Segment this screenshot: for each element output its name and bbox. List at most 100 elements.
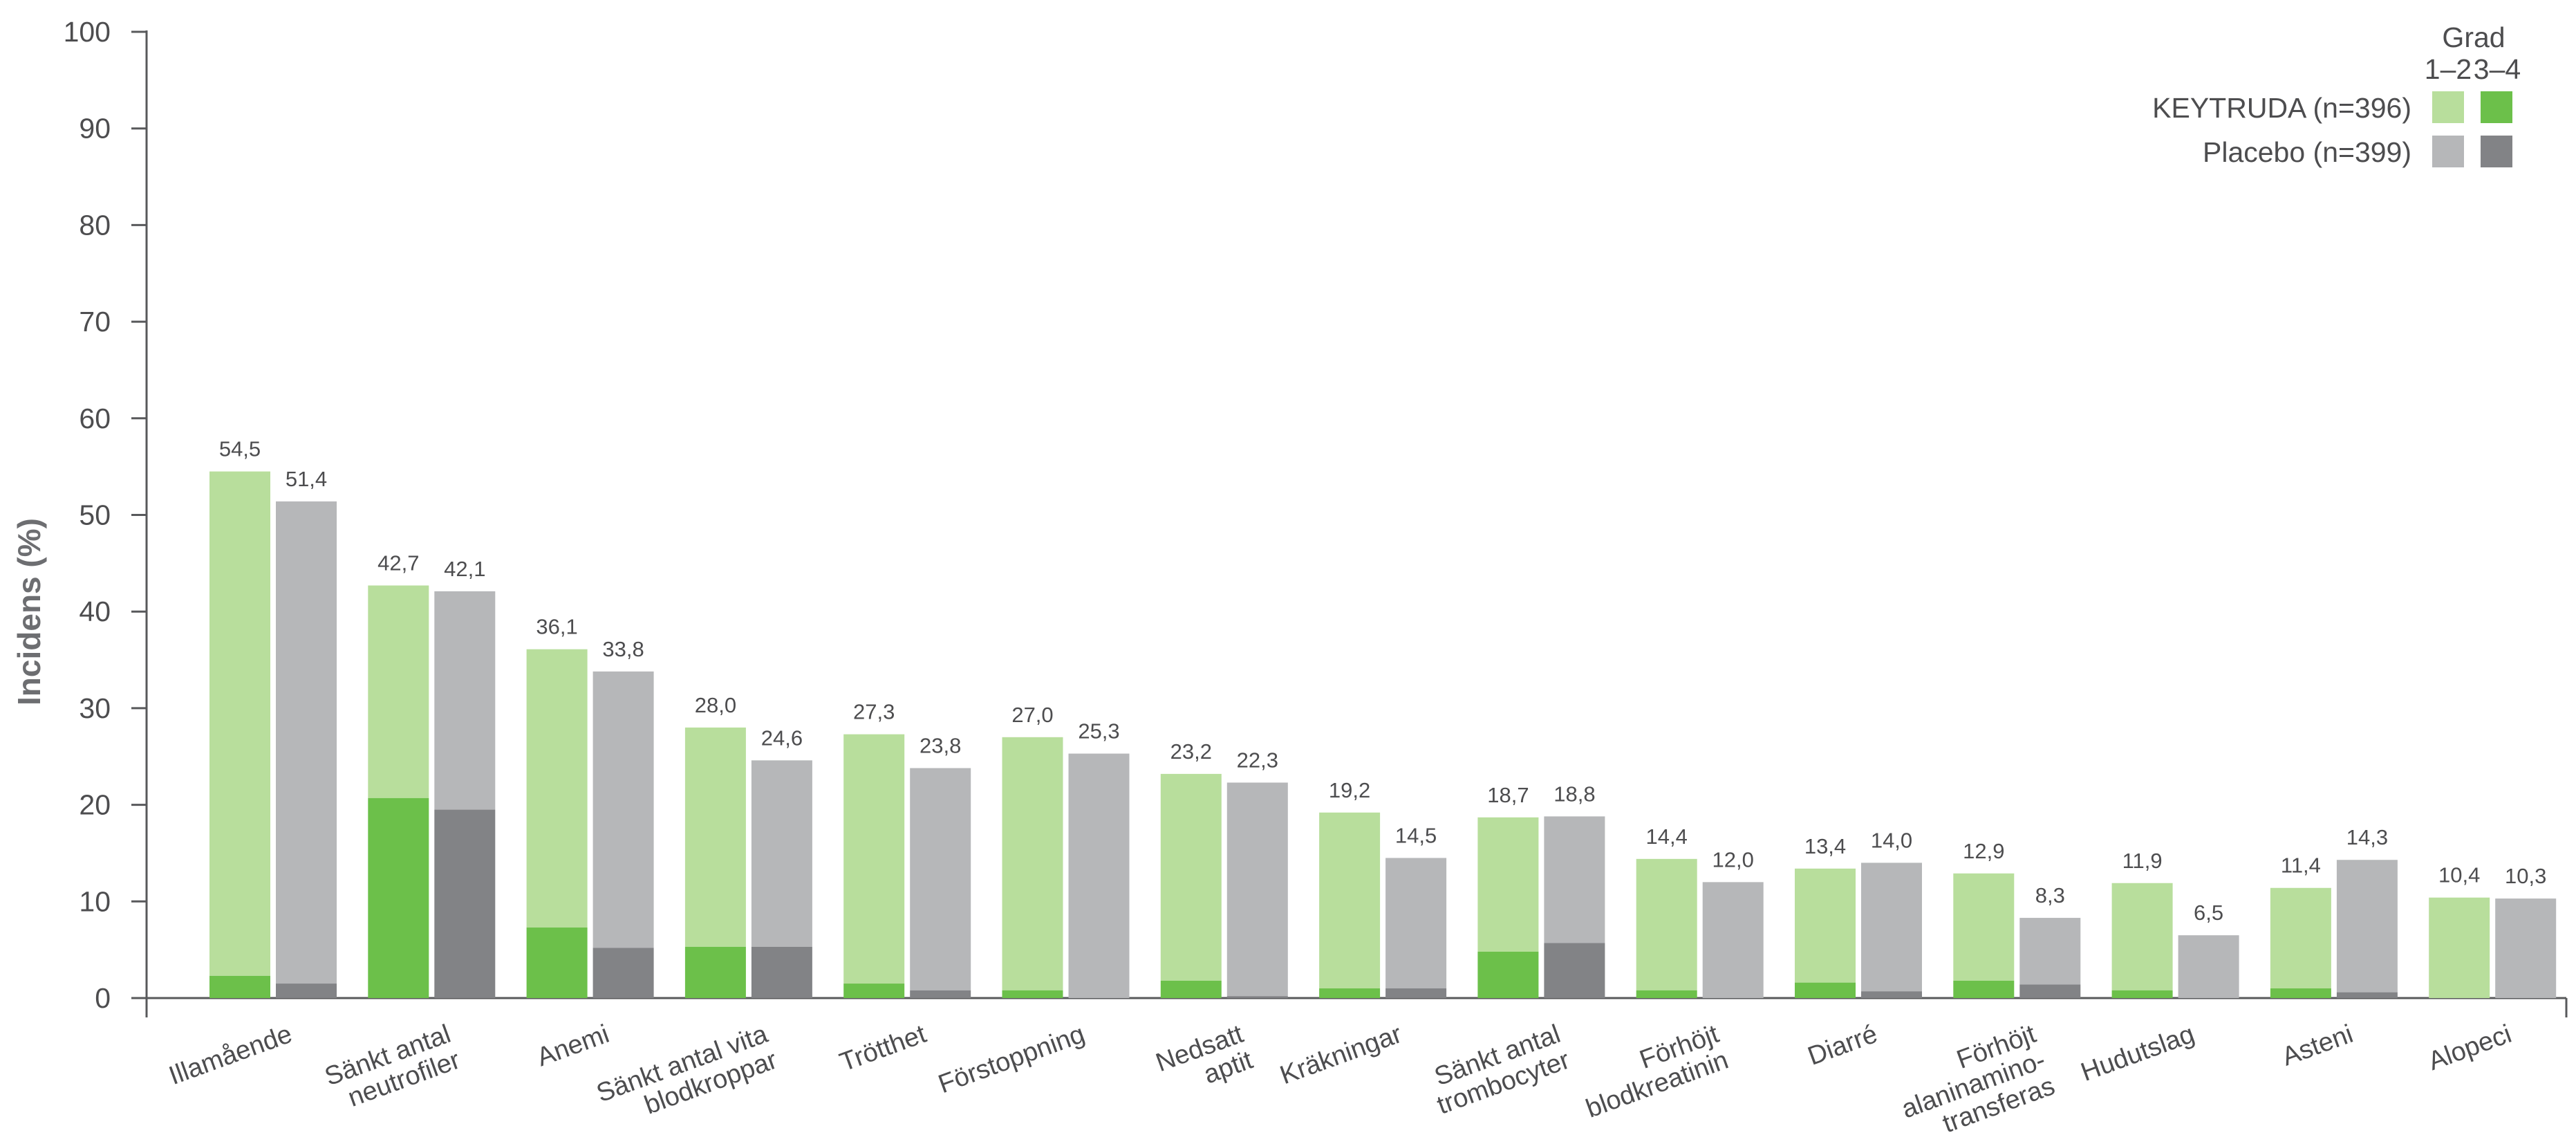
legend-swatch-placebo-grade-1-2 xyxy=(2432,136,2464,167)
data-label-keytruda: 10,4 xyxy=(2438,863,2480,887)
data-label-placebo: 18,8 xyxy=(1553,782,1595,806)
bar-placebo-grade-1-2 xyxy=(2495,898,2557,998)
bar-keytruda-grade-3-4 xyxy=(2111,990,2173,998)
data-label-keytruda: 12,9 xyxy=(1963,839,2004,863)
data-label-placebo: 14,0 xyxy=(1871,828,1912,852)
bar-placebo-grade-3-4 xyxy=(2019,984,2081,998)
bar-placebo-grade-1-2 xyxy=(1226,782,1288,997)
legend-label-keytruda: KEYTRUDA (n=396) xyxy=(2152,92,2411,124)
data-label-keytruda: 19,2 xyxy=(1329,778,1370,802)
data-label-keytruda: 14,4 xyxy=(1646,824,1688,849)
data-label-placebo: 8,3 xyxy=(2035,883,2065,907)
bar-keytruda-grade-3-4 xyxy=(526,928,588,998)
bar-placebo-grade-1-2 xyxy=(2019,918,2081,985)
x-category-label: Sänkt antalneutrofiler xyxy=(321,1020,464,1118)
x-category-label-line: Alopeci xyxy=(2425,1020,2515,1076)
bar-placebo-grade-3-4 xyxy=(1226,996,1288,998)
data-label-placebo: 42,1 xyxy=(444,557,485,581)
bar-placebo-grade-3-4 xyxy=(592,948,654,998)
bar-keytruda-grade-1-2 xyxy=(1160,773,1222,981)
bar-keytruda-grade-1-2 xyxy=(2111,883,2173,990)
bar-placebo-grade-3-4 xyxy=(1544,943,1605,998)
bar-placebo-grade-1-2 xyxy=(1544,816,1605,943)
bar-placebo-grade-3-4 xyxy=(1385,988,1447,998)
bar-keytruda-grade-3-4 xyxy=(368,797,429,998)
bar-placebo-grade-1-2 xyxy=(910,768,971,990)
data-label-placebo: 33,8 xyxy=(602,637,644,661)
bar-placebo-grade-3-4 xyxy=(751,946,812,998)
data-label-keytruda: 54,5 xyxy=(219,437,261,461)
bar-placebo-grade-3-4 xyxy=(434,809,496,998)
data-label-placebo: 23,8 xyxy=(920,734,961,758)
bar-placebo-grade-3-4 xyxy=(2336,992,2398,998)
x-category-label: Förstoppning xyxy=(935,1020,1089,1099)
x-category-label: Asteni xyxy=(2278,1020,2357,1072)
bar-keytruda-grade-3-4 xyxy=(1636,990,1697,998)
legend-column-label: 1–2 xyxy=(2425,53,2472,85)
bar-keytruda-grade-3-4 xyxy=(1002,990,1063,998)
data-label-keytruda: 13,4 xyxy=(1804,834,1846,858)
legend-swatch-keytruda-grade-3-4 xyxy=(2481,91,2512,123)
x-category-label: Alopeci xyxy=(2425,1020,2515,1076)
bar-keytruda-grade-1-2 xyxy=(843,734,905,984)
bar-keytruda-grade-1-2 xyxy=(1319,812,1381,989)
data-label-keytruda: 27,3 xyxy=(853,700,895,724)
y-tick-label: 20 xyxy=(79,789,111,821)
bar-placebo-grade-3-4 xyxy=(1861,991,1922,998)
bar-keytruda-grade-3-4 xyxy=(1477,951,1539,998)
bar-keytruda-grade-1-2 xyxy=(209,471,270,976)
bar-placebo-grade-1-2 xyxy=(276,501,337,984)
data-label-placebo: 24,6 xyxy=(761,726,803,750)
bar-placebo-grade-1-2 xyxy=(2336,860,2398,993)
y-tick-label: 50 xyxy=(79,499,111,531)
bar-placebo-grade-1-2 xyxy=(1702,882,1764,998)
bar-keytruda-grade-1-2 xyxy=(2270,887,2331,989)
data-label-keytruda: 27,0 xyxy=(1011,703,1053,727)
bar-placebo-grade-3-4 xyxy=(276,984,337,998)
x-category-label: Trötthet xyxy=(836,1020,930,1078)
bar-keytruda-grade-3-4 xyxy=(684,946,746,998)
x-category-label: Sänkt antal vitablodkroppar xyxy=(592,1020,781,1134)
y-tick-label: 40 xyxy=(79,596,111,627)
x-category-label-line: Asteni xyxy=(2278,1020,2357,1072)
bar-placebo-grade-1-2 xyxy=(751,760,812,947)
y-tick-label: 80 xyxy=(79,209,111,241)
y-tick-label: 10 xyxy=(79,885,111,917)
x-category-label: Illamående xyxy=(165,1020,296,1091)
y-axis-title: Incidens (%) xyxy=(11,518,47,705)
x-category-label-line: Diarré xyxy=(1804,1020,1881,1071)
x-category-label: Sänkt antaltrombocyter xyxy=(1424,1020,1574,1120)
bar-keytruda-grade-1-2 xyxy=(2429,897,2490,998)
data-label-placebo: 51,4 xyxy=(286,467,327,491)
x-category-label-line: Kräkningar xyxy=(1276,1020,1406,1090)
data-label-keytruda: 23,2 xyxy=(1170,739,1212,764)
bar-keytruda-grade-3-4 xyxy=(2270,988,2331,998)
y-tick-label: 100 xyxy=(64,16,111,48)
bar-keytruda-grade-3-4 xyxy=(1319,988,1381,998)
bar-keytruda-grade-1-2 xyxy=(1795,868,1856,983)
data-label-placebo: 14,5 xyxy=(1395,823,1437,847)
data-label-placebo: 6,5 xyxy=(2194,901,2223,925)
data-label-keytruda: 11,9 xyxy=(2122,849,2163,873)
x-category-label-line: Illamående xyxy=(165,1020,296,1091)
bar-keytruda-grade-3-4 xyxy=(1160,980,1222,998)
legend-title: Grad xyxy=(2442,21,2505,53)
data-label-keytruda: 42,7 xyxy=(377,551,419,575)
bar-keytruda-grade-3-4 xyxy=(1953,980,2015,998)
y-tick-label: 30 xyxy=(79,692,111,724)
data-label-placebo: 14,3 xyxy=(2346,825,2388,849)
bar-placebo-grade-1-2 xyxy=(1385,858,1447,989)
x-category-label: Anemi xyxy=(533,1020,613,1072)
bar-keytruda-grade-1-2 xyxy=(1002,737,1063,990)
bar-keytruda-grade-3-4 xyxy=(1795,982,1856,998)
data-label-placebo: 22,3 xyxy=(1237,748,1278,772)
data-label-keytruda: 28,0 xyxy=(695,693,736,717)
bar-keytruda-grade-1-2 xyxy=(684,727,746,947)
legend-swatch-keytruda-grade-1-2 xyxy=(2432,91,2464,123)
x-category-label-line: Hudutslag xyxy=(2078,1020,2199,1087)
data-label-keytruda: 18,7 xyxy=(1487,783,1529,807)
y-tick-label: 90 xyxy=(79,113,111,145)
data-label-keytruda: 11,4 xyxy=(2281,854,2321,878)
data-label-placebo: 10,3 xyxy=(2505,864,2546,888)
x-category-label-line: Trötthet xyxy=(836,1020,930,1078)
